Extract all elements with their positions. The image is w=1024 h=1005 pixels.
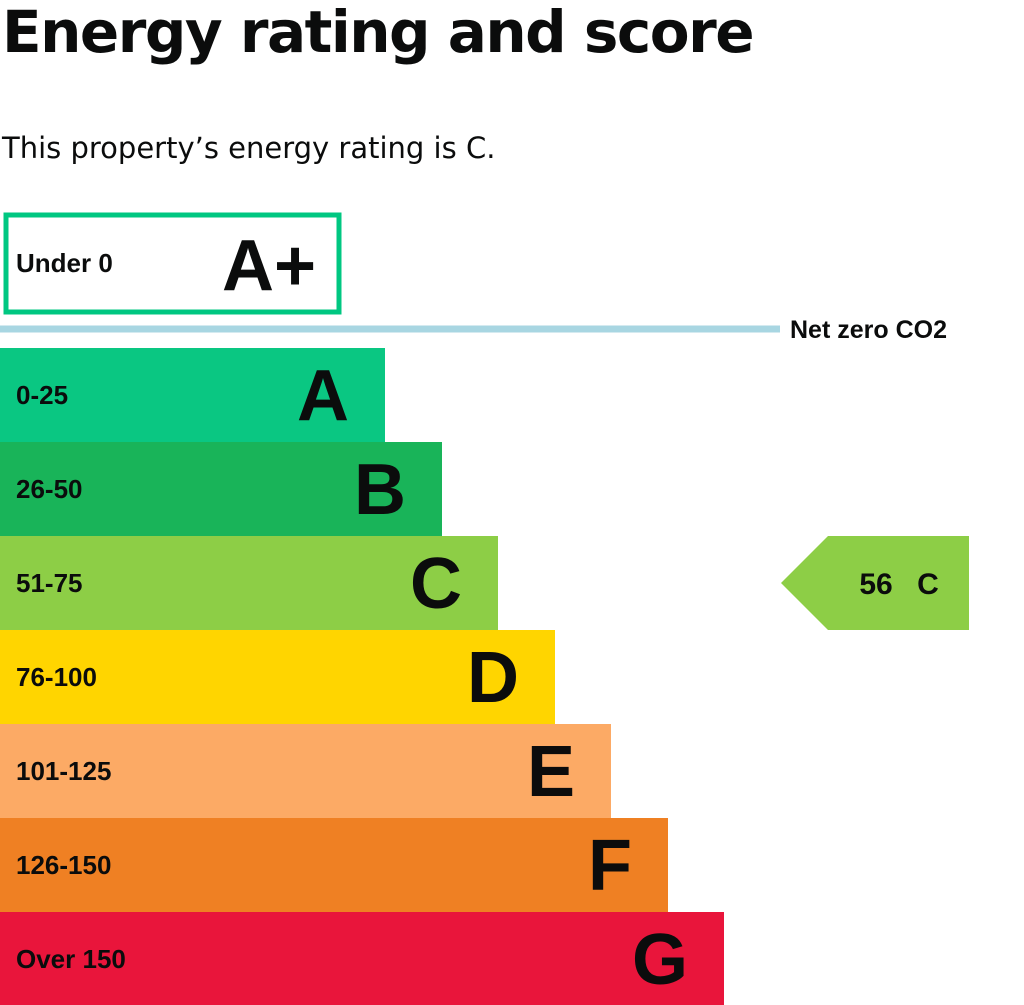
band-f-bar	[0, 818, 668, 912]
current-score: 56	[859, 568, 892, 601]
band-e-letter: E	[527, 732, 575, 812]
band-a-letter: A	[297, 356, 349, 436]
band-g-bar	[0, 912, 724, 1005]
band-c-range: 51-75	[16, 568, 83, 598]
band-c-bar	[0, 536, 498, 630]
rating-bands: 0-25 A 26-50 B 51-75 C 76-100 D 101-125 E 126-150 F…	[0, 348, 724, 1005]
current-band: C	[917, 568, 939, 601]
current-rating-arrow	[781, 536, 969, 630]
band-d-bar	[0, 630, 555, 724]
aplus-letter: A+	[222, 226, 316, 306]
band-a-range: 0-25	[16, 380, 68, 410]
band-d-range: 76-100	[16, 662, 97, 692]
band-e-bar	[0, 724, 611, 818]
band-b-bar	[0, 442, 442, 536]
band-g-letter: G	[632, 920, 688, 1000]
band-b-letter: B	[354, 450, 406, 530]
aplus-box	[3, 212, 342, 315]
band-c-letter: C	[410, 544, 462, 624]
net-zero-label: Net zero CO2	[790, 316, 947, 344]
page-title: Energy rating and score	[2, 0, 755, 66]
band-g-range: Over 150	[16, 944, 126, 974]
band-e-range: 101-125	[16, 756, 111, 786]
rating-summary: This property’s energy rating is C.	[2, 131, 496, 165]
aplus-range-label: Under 0	[16, 248, 113, 278]
band-f-range: 126-150	[16, 850, 111, 880]
band-d-letter: D	[467, 638, 519, 718]
band-b-range: 26-50	[16, 474, 83, 504]
current-rating-marker: 56 C	[781, 536, 969, 630]
band-f-letter: F	[588, 826, 632, 906]
band-a-bar	[0, 348, 385, 442]
